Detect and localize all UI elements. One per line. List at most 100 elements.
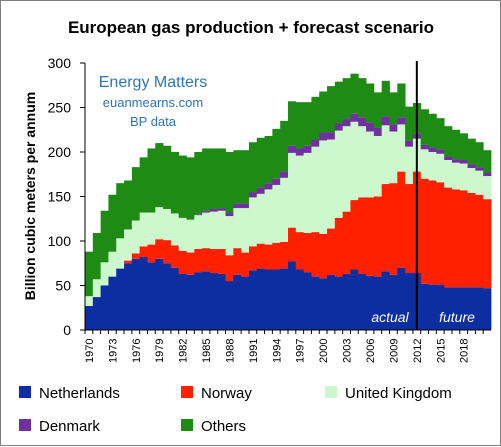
bar-denmark-2018	[459, 160, 468, 164]
bar-united-kingdom-2015	[436, 153, 445, 183]
legend-label-denmark: Denmark	[39, 418, 100, 435]
bar-netherlands-1998	[303, 272, 312, 330]
bar-netherlands-1975	[124, 263, 133, 330]
bar-others-2014	[428, 113, 437, 148]
legend: Netherlands Norway United Kingdom Denmark Ot…	[19, 385, 452, 435]
bar-others-1999	[311, 96, 320, 140]
bar-others-1975	[124, 180, 133, 230]
bar-denmark-1995	[280, 171, 289, 178]
bar-united-kingdom-2003	[342, 126, 351, 212]
bar-united-kingdom-1996	[288, 152, 297, 228]
bar-netherlands-2017	[451, 287, 461, 330]
bar-norway-1986	[209, 249, 219, 274]
bar-united-kingdom-1991	[248, 197, 258, 247]
bar-others-1980	[163, 145, 172, 209]
bar-others-1979	[155, 143, 164, 208]
bar-denmark-2005	[358, 117, 367, 127]
bar-others-1982	[178, 155, 187, 218]
bar-united-kingdom-2008	[381, 125, 390, 185]
bar-netherlands-2020	[475, 287, 484, 330]
bar-others-1987	[217, 148, 226, 209]
bar-netherlands-1988	[225, 281, 234, 330]
bar-norway-1996	[288, 227, 297, 262]
bar-netherlands-2016	[444, 287, 453, 330]
bar-norway-1980	[163, 240, 172, 264]
bar-united-kingdom-1997	[295, 155, 305, 233]
bar-united-kingdom-1974	[116, 238, 125, 269]
legend-swatch-netherlands	[19, 386, 31, 398]
bar-netherlands-1970	[85, 305, 94, 330]
legend-swatch-others	[181, 419, 193, 431]
bar-norway-1993	[264, 244, 273, 270]
bar-denmark-2017	[451, 159, 461, 163]
watermark-line-2: euanmearns.com	[103, 95, 203, 110]
bar-others-2011	[405, 106, 414, 141]
bar-others-2003	[342, 78, 351, 120]
bar-united-kingdom-1978	[147, 212, 156, 245]
bar-others-2015	[436, 118, 445, 150]
bar-united-kingdom-1989	[233, 208, 242, 249]
bar-others-1984	[194, 152, 203, 215]
bar-netherlands-2009	[389, 274, 398, 330]
bar-denmark-1997	[295, 148, 305, 156]
bar-netherlands-1976	[131, 258, 141, 330]
bar-netherlands-2000	[319, 278, 328, 330]
bar-netherlands-1985	[202, 271, 211, 330]
legend-swatch-united-kingdom	[325, 386, 337, 398]
bar-norway-1994	[272, 242, 281, 270]
x-tick-label-1985: 1985	[201, 339, 213, 363]
bar-norway-1983	[186, 252, 195, 275]
bar-denmark-2021	[483, 172, 492, 177]
x-tick-label-2009: 2009	[388, 339, 400, 363]
x-tick-label-2003: 2003	[342, 339, 354, 363]
bar-united-kingdom-2005	[358, 126, 367, 198]
y-tick-label-100: 100	[48, 233, 72, 249]
bar-netherlands-2014	[428, 284, 437, 330]
bar-norway-2004	[350, 200, 359, 270]
bar-denmark-2006	[366, 122, 375, 132]
bar-netherlands-2010	[397, 267, 406, 330]
x-tick-label-1976: 1976	[131, 339, 143, 363]
bar-united-kingdom-1992	[256, 193, 265, 244]
bar-denmark-2010	[397, 117, 406, 125]
bar-denmark-1988	[225, 212, 234, 217]
bar-norway-1995	[280, 241, 289, 269]
x-tick-label-1994: 1994	[271, 339, 283, 363]
bar-netherlands-2003	[342, 273, 351, 330]
bar-others-1993	[264, 135, 273, 184]
bar-norway-1997	[295, 232, 305, 270]
bar-others-2004	[350, 73, 359, 114]
bar-united-kingdom-1982	[178, 217, 187, 251]
bar-denmark-2007	[373, 127, 383, 136]
bar-norway-1991	[248, 246, 258, 271]
y-tick-label-250: 250	[48, 100, 72, 116]
bar-others-2020	[475, 142, 484, 168]
bar-denmark-1999	[311, 139, 320, 147]
bar-united-kingdom-2020	[475, 170, 484, 195]
bar-norway-1979	[155, 239, 164, 259]
bar-denmark-1998	[303, 145, 312, 153]
bar-norway-2011	[405, 184, 414, 274]
bar-netherlands-1971	[92, 297, 102, 330]
bar-netherlands-2005	[358, 273, 367, 330]
bar-norway-1977	[139, 246, 148, 258]
bar-others-1994	[272, 128, 281, 179]
bar-others-1997	[295, 102, 305, 149]
bar-united-kingdom-2004	[350, 121, 359, 201]
bar-norway-2003	[342, 211, 351, 274]
actual-annotation: actual	[371, 309, 409, 325]
bar-denmark-1993	[264, 183, 273, 190]
bar-netherlands-1991	[248, 270, 258, 330]
bar-united-kingdom-2017	[451, 162, 461, 190]
bar-netherlands-1987	[217, 273, 226, 330]
bar-united-kingdom-1973	[108, 251, 117, 277]
bar-others-2005	[358, 78, 367, 118]
bar-others-2009	[389, 92, 398, 125]
bar-united-kingdom-1988	[225, 216, 234, 256]
bar-others-2017	[451, 129, 461, 160]
bar-others-2010	[397, 83, 406, 118]
bar-united-kingdom-1980	[163, 208, 172, 241]
legend-swatch-denmark	[19, 419, 31, 431]
bar-united-kingdom-2002	[334, 130, 344, 218]
bar-netherlands-1981	[170, 267, 180, 330]
